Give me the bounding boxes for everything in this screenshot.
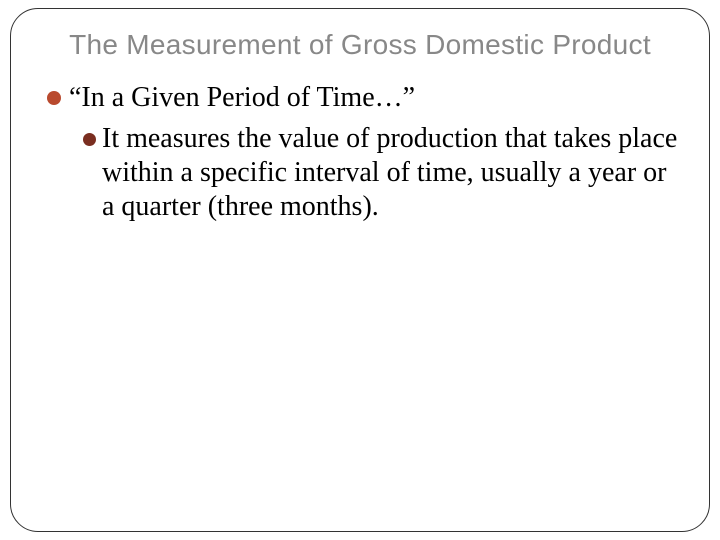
bullet-level-1: “In a Given Period of Time…” — [47, 80, 679, 116]
bullet-level-2: It measures the value of production that… — [83, 122, 679, 223]
bullet-text-l1: “In a Given Period of Time…” — [69, 80, 415, 116]
bullet-text-l2: It measures the value of production that… — [102, 122, 679, 223]
bullet-dot-icon — [47, 91, 61, 105]
bullet-dot-icon — [83, 133, 96, 146]
slide-frame: The Measurement of Gross Domestic Produc… — [10, 8, 710, 532]
slide-title: The Measurement of Gross Domestic Produc… — [41, 27, 679, 62]
